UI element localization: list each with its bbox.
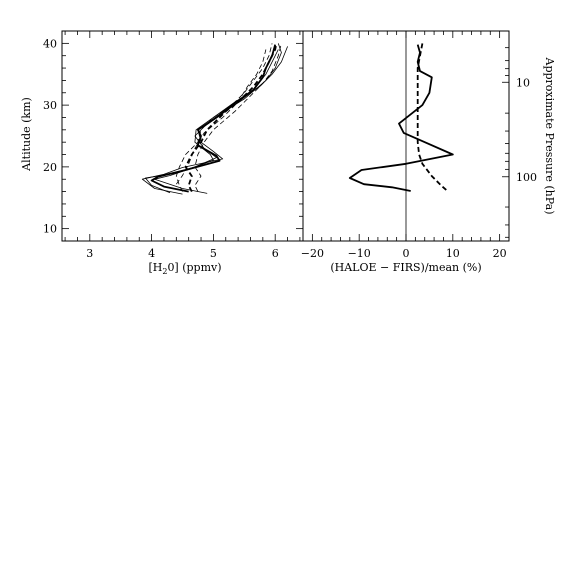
left-panel-h2o-profiles: 3 4 5 6 10 20 30 40 Altitude (km) [H20] (ppmv) — [20, 30, 304, 276]
y-tick-label: 40 — [43, 37, 57, 50]
x-tick-label: 20 — [493, 247, 507, 260]
x-label-part-2: 0] (ppmv) — [167, 261, 221, 274]
x-tick-label: 0 — [403, 247, 410, 260]
x-label-part-1: [H — [148, 261, 162, 274]
x-tick-label: 5 — [210, 247, 217, 260]
right-y-axis-label: Approximate Pressure (hPa) — [543, 57, 556, 215]
right-x-axis-label: (HALOE − FIRS)/mean (%) — [330, 261, 481, 274]
pressure-tick-label: 10 — [516, 76, 530, 89]
x-label-subscript: 2 — [162, 267, 167, 276]
h2o-profile-series-2 — [154, 46, 288, 194]
y-tick-label: 20 — [43, 161, 57, 174]
right-series-group — [348, 43, 454, 193]
h2o-profile-series-7 — [194, 43, 282, 192]
left-tick-labels: 3 4 5 6 10 20 30 40 — [43, 37, 279, 260]
y-tick-label: 30 — [43, 99, 57, 112]
x-tick-label: 3 — [86, 247, 93, 260]
left-series-group — [141, 43, 288, 195]
x-tick-label: 6 — [272, 247, 279, 260]
difference-series-1 — [348, 44, 454, 192]
right-panel-percent-difference: −20 −10 0 10 20 10 100 (HALOE − FIRS)/mean (%)… — [301, 30, 556, 274]
h2o-profile-series-8 — [175, 49, 267, 185]
h2o-profile-series-6 — [175, 43, 273, 192]
difference-series-2 — [416, 43, 449, 193]
y-tick-label: 10 — [43, 223, 57, 236]
h2o-profile-series-4 — [144, 49, 279, 194]
right-tick-labels: −20 −10 0 10 20 10 100 — [301, 76, 537, 260]
right-axis-ticks — [311, 31, 509, 241]
x-tick-label: −10 — [348, 247, 371, 260]
left-x-axis-label: [H20] (ppmv) — [148, 261, 221, 276]
x-tick-label: −20 — [301, 247, 324, 260]
h2o-profile-series-1 — [150, 44, 277, 193]
y-axis-label: Altitude (km) — [20, 97, 33, 172]
left-plot-frame — [61, 30, 304, 242]
x-tick-label: 10 — [446, 247, 460, 260]
x-tick-label: 4 — [148, 247, 155, 260]
left-axis-ticks — [62, 30, 303, 242]
pressure-tick-label: 100 — [516, 171, 537, 184]
h2o-profile-series-5 — [184, 43, 278, 193]
